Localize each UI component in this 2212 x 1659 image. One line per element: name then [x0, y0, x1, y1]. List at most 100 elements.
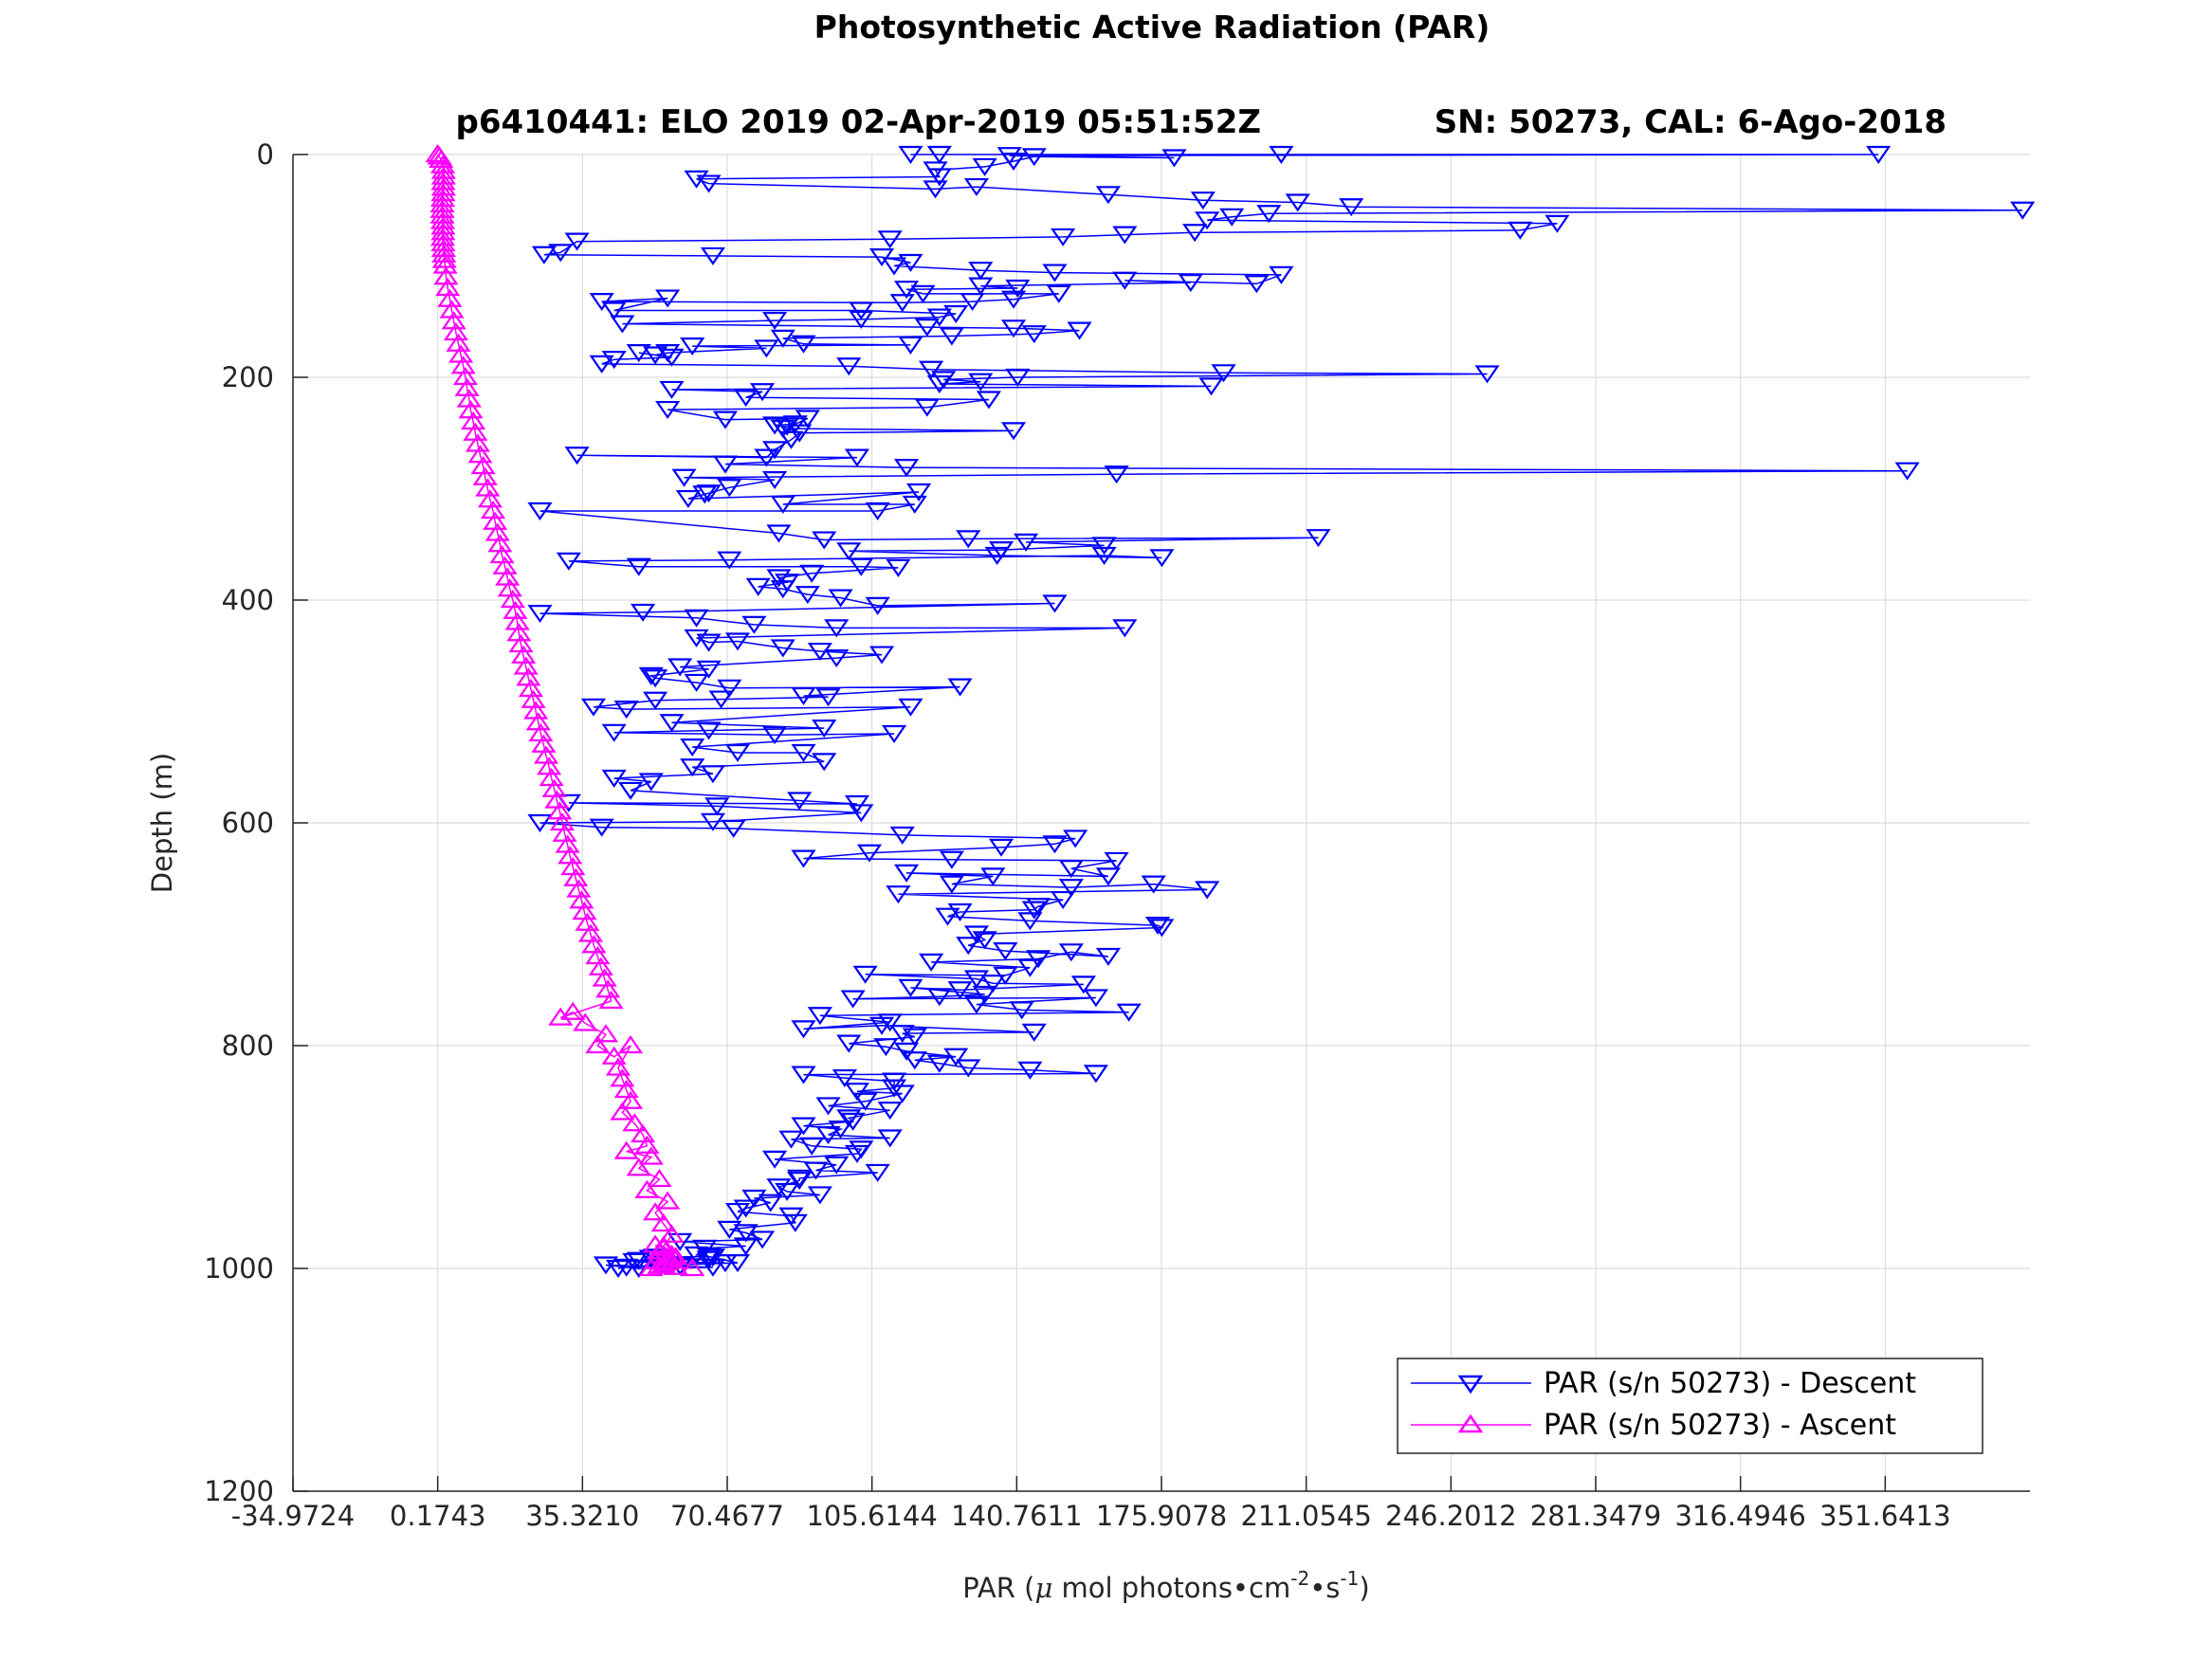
data-point-marker — [972, 931, 997, 950]
series-ascent — [425, 144, 705, 1277]
data-point-marker — [1306, 529, 1331, 548]
data-point-marker — [564, 447, 590, 465]
data-point-marker — [791, 1117, 816, 1136]
x-axis-label-mid: •s — [1309, 1572, 1340, 1604]
data-point-marker — [795, 586, 820, 605]
data-point-marker — [926, 988, 952, 1007]
data-point-marker — [1051, 228, 1076, 246]
data-point-marker — [865, 1163, 890, 1182]
data-point-marker — [1058, 943, 1084, 962]
data-point-marker — [1198, 377, 1224, 396]
data-point-marker — [914, 319, 940, 337]
data-point-marker — [1005, 279, 1031, 298]
data-point-marker — [1149, 549, 1175, 568]
data-point-marker — [745, 577, 771, 596]
data-point-marker — [613, 1258, 639, 1277]
data-point-marker — [617, 781, 644, 800]
data-point-marker — [791, 743, 816, 762]
data-point-marker — [919, 953, 944, 972]
data-point-marker — [527, 813, 553, 832]
data-point-marker — [580, 698, 607, 717]
data-point-marker — [1545, 214, 1570, 233]
data-point-marker — [1195, 211, 1220, 230]
data-point-marker — [877, 230, 903, 249]
data-point-marker — [889, 1085, 915, 1103]
data-point-marker — [836, 1034, 862, 1053]
data-point-marker — [749, 1231, 776, 1249]
data-point-marker — [431, 249, 457, 268]
y-tick-label: 1200 — [204, 1475, 274, 1507]
data-point-marker — [787, 792, 813, 811]
data-point-marker — [939, 850, 964, 869]
data-point-marker — [898, 253, 923, 272]
data-point-marker — [1005, 368, 1031, 387]
data-point-marker — [812, 753, 837, 772]
data-point-marker — [560, 1001, 586, 1020]
data-point-marker — [1161, 149, 1187, 168]
data-point-marker — [432, 255, 458, 274]
data-point-marker — [1000, 319, 1027, 338]
data-point-marker — [556, 552, 581, 571]
data-point-marker — [631, 603, 656, 622]
data-point-marker — [807, 1186, 832, 1205]
data-point-marker — [655, 1191, 681, 1210]
data-point-marker — [939, 875, 964, 894]
data-point-marker — [849, 804, 874, 823]
data-point-marker — [626, 344, 651, 363]
x-axis-label-prefix: PAR ( — [962, 1572, 1034, 1604]
data-point-marker — [914, 398, 940, 417]
data-point-marker — [696, 174, 722, 193]
series-layer — [425, 144, 2036, 1278]
data-point-marker — [626, 557, 651, 576]
data-point-marker — [840, 990, 866, 1009]
data-point-marker — [1095, 867, 1122, 886]
data-point-marker — [733, 389, 759, 408]
data-point-marker — [770, 580, 795, 599]
data-point-marker — [799, 564, 825, 583]
data-point-marker — [828, 589, 853, 608]
data-point-marker — [893, 459, 920, 478]
data-point-marker — [906, 483, 932, 501]
data-point-marker — [844, 1144, 870, 1163]
data-point-marker — [881, 724, 907, 743]
data-point-marker — [889, 826, 915, 845]
data-point-marker — [828, 1121, 853, 1139]
data-point-marker — [1058, 879, 1084, 898]
data-point-marker — [1017, 912, 1043, 931]
data-point-marker — [527, 501, 553, 520]
data-point-marker — [598, 991, 624, 1010]
data-point-marker — [877, 1102, 903, 1121]
data-point-marker — [881, 257, 907, 276]
data-point-marker — [1269, 145, 1294, 164]
data-point-marker — [1058, 860, 1084, 879]
data-point-marker — [696, 1250, 722, 1269]
data-point-marker — [902, 1028, 927, 1047]
data-point-marker — [589, 355, 614, 374]
data-point-marker — [844, 448, 870, 467]
data-point-marker — [548, 1007, 574, 1026]
data-point-marker — [812, 720, 837, 738]
x-tick-label: 246.2012 — [1385, 1500, 1516, 1532]
data-point-marker — [1091, 537, 1117, 556]
data-point-marker — [898, 698, 923, 717]
data-point-marker — [1219, 208, 1245, 227]
data-point-marker — [548, 244, 574, 263]
data-point-marker — [684, 673, 709, 692]
data-point-marker — [898, 978, 923, 997]
data-point-marker — [430, 222, 456, 241]
data-point-marker — [770, 419, 795, 438]
data-point-marker — [573, 1012, 598, 1031]
data-point-marker — [1067, 321, 1092, 340]
data-point-marker — [778, 430, 804, 449]
data-point-marker — [766, 524, 792, 543]
data-point-marker — [943, 1048, 969, 1066]
data-point-marker — [1021, 325, 1047, 344]
x-axis-ticks: -34.9724 0.1743 35.3210 70.4677 105.6144 140.… — [231, 1476, 1951, 1532]
data-point-marker — [877, 1129, 903, 1148]
data-point-marker — [430, 183, 456, 202]
data-point-marker — [1244, 275, 1270, 294]
data-point-marker — [791, 335, 816, 354]
data-point-marker — [643, 346, 668, 365]
data-point-marker — [893, 864, 920, 883]
data-point-marker — [1095, 186, 1122, 205]
